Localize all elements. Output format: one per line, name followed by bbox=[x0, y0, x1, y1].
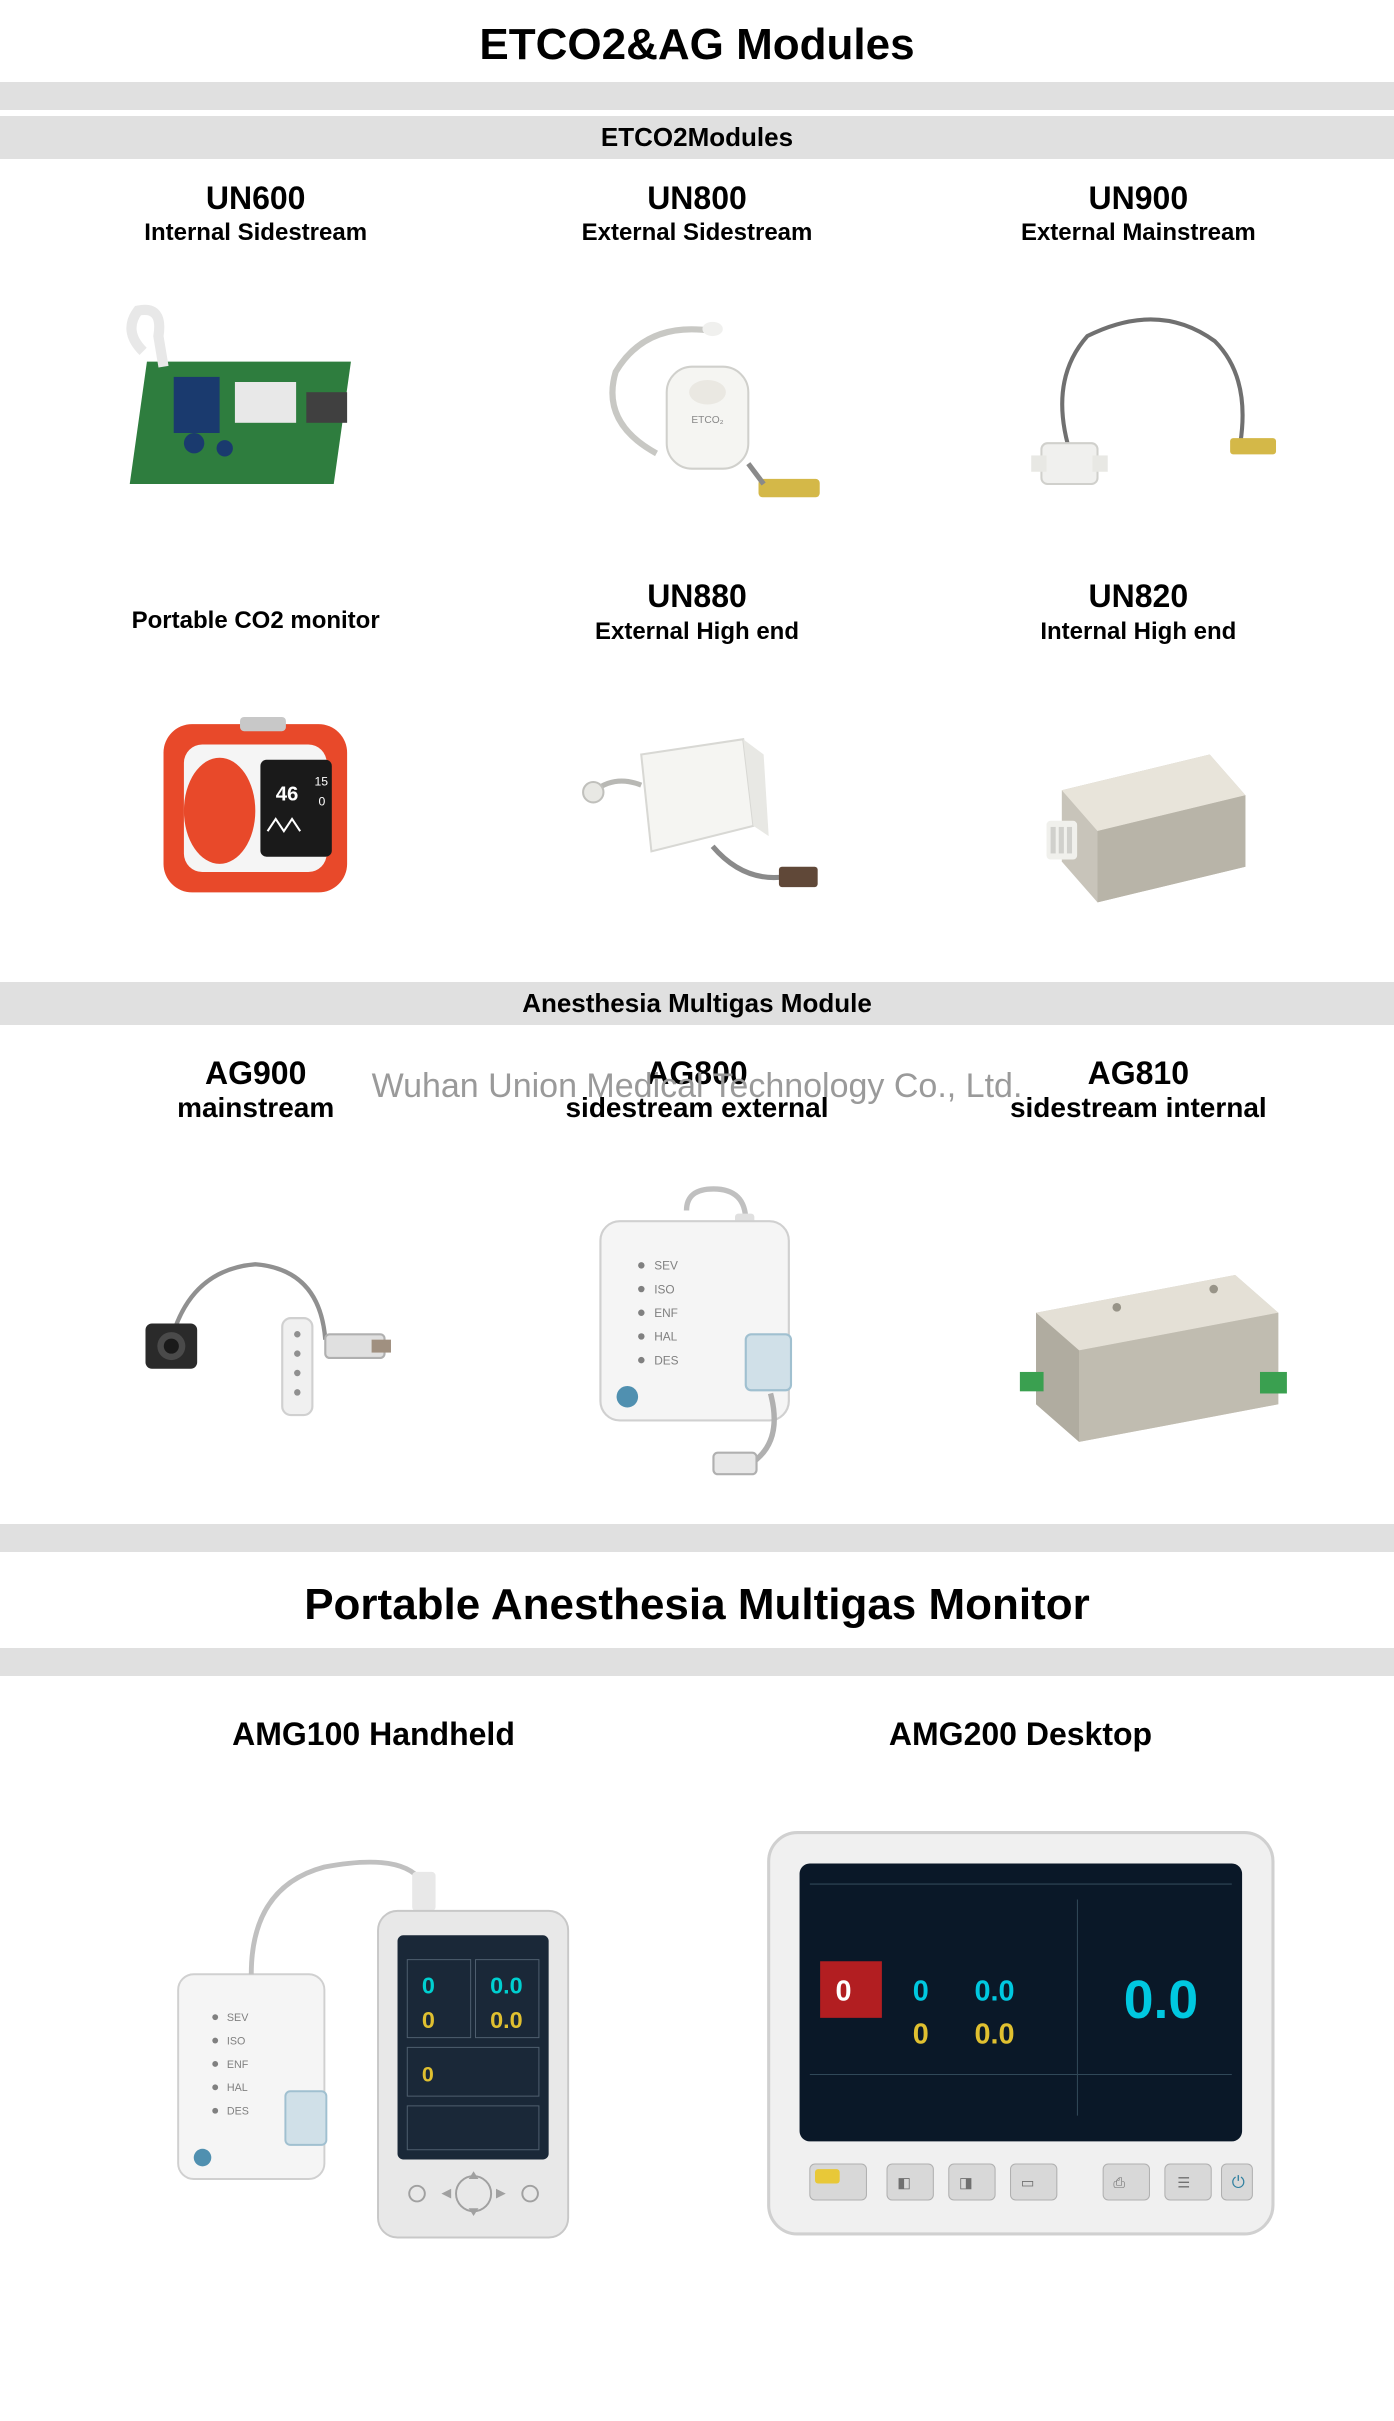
product-subtitle: External Sidestream bbox=[481, 219, 912, 247]
product-model: UN800 bbox=[481, 179, 912, 217]
svg-text:◨: ◨ bbox=[959, 2175, 973, 2191]
product-model: AG900 bbox=[40, 1055, 471, 1092]
svg-text:0.0: 0.0 bbox=[974, 1975, 1014, 2007]
svg-text:☰: ☰ bbox=[1177, 2175, 1190, 2191]
svg-text:DES: DES bbox=[654, 1354, 678, 1368]
svg-text:0.0: 0.0 bbox=[490, 2007, 523, 2033]
svg-text:DES: DES bbox=[227, 2105, 249, 2117]
product-cell: UN600 Internal Sidestream bbox=[40, 179, 471, 557]
anesthesia-section-label: Anesthesia Multigas Module bbox=[0, 982, 1394, 1025]
product-cell: AG810 sidestream internal bbox=[923, 1055, 1354, 1124]
svg-text:SEV: SEV bbox=[654, 1259, 678, 1273]
product-image: SEV ISO ENF HAL DES bbox=[481, 1134, 912, 1514]
etco2-row-2: Portable CO2 monitor 46 15 0 UN880 Exter… bbox=[0, 577, 1394, 975]
svg-text:0.0: 0.0 bbox=[974, 2018, 1014, 2050]
svg-text:◧: ◧ bbox=[897, 2175, 911, 2191]
svg-text:0: 0 bbox=[912, 1975, 928, 2007]
svg-text:⎙: ⎙ bbox=[1113, 2175, 1125, 2191]
product-image bbox=[923, 1134, 1354, 1514]
product-model: UN600 bbox=[40, 179, 471, 217]
product-image: SEV ISO ENF HAL DES 0 0 bbox=[60, 1763, 687, 2283]
svg-text:HAL: HAL bbox=[654, 1330, 677, 1344]
svg-text:ISO: ISO bbox=[227, 2035, 245, 2047]
product-title: AMG100 Handheld bbox=[60, 1716, 687, 1753]
product-model: UN820 bbox=[923, 577, 1354, 615]
product-image: 0 0 0.0 0 0.0 0.0 ⏻ ◧ ◨ ▭ bbox=[707, 1763, 1334, 2283]
svg-text:0: 0 bbox=[422, 1973, 435, 1999]
product-model: AG800 bbox=[481, 1055, 912, 1092]
product-model: UN900 bbox=[923, 179, 1354, 217]
svg-text:0: 0 bbox=[912, 2018, 928, 2050]
product-subtitle: sidestream external bbox=[481, 1092, 912, 1124]
svg-text:ENF: ENF bbox=[227, 2059, 249, 2071]
product-subtitle: sidestream internal bbox=[923, 1092, 1354, 1124]
product-image bbox=[481, 656, 912, 956]
product-subtitle: External High end bbox=[481, 618, 912, 646]
product-cell: UN900 External Mainstream bbox=[923, 179, 1354, 557]
product-cell: AMG100 Handheld SEV ISO ENF HAL DES bbox=[60, 1716, 687, 2283]
product-subtitle: mainstream bbox=[40, 1092, 471, 1124]
etco2-row-1: UN600 Internal Sidestream UN800 External… bbox=[0, 159, 1394, 577]
svg-text:15: 15 bbox=[315, 774, 329, 788]
product-image bbox=[40, 257, 471, 557]
svg-text:⏻: ⏻ bbox=[1231, 2173, 1244, 2191]
svg-text:▭: ▭ bbox=[1020, 2175, 1034, 2191]
product-image: ETCO₂ bbox=[481, 257, 912, 557]
svg-text:HAL: HAL bbox=[227, 2082, 248, 2094]
product-image bbox=[40, 1134, 471, 1514]
divider-bar bbox=[0, 1648, 1394, 1676]
product-cell: AG800 sidestream external bbox=[481, 1055, 912, 1124]
svg-text:ISO: ISO bbox=[654, 1283, 674, 1297]
product-cell: UN880 External High end bbox=[481, 577, 912, 955]
svg-text:0: 0 bbox=[422, 2062, 434, 2086]
svg-text:SEV: SEV bbox=[227, 2012, 249, 2024]
etco2-section-label: ETCO2Modules bbox=[0, 116, 1394, 159]
product-cell: Portable CO2 monitor 46 15 0 bbox=[40, 577, 471, 955]
product-subtitle: External Mainstream bbox=[923, 219, 1354, 247]
product-cell: UN820 Internal High end bbox=[923, 577, 1354, 955]
svg-text:ETCO₂: ETCO₂ bbox=[691, 415, 723, 426]
product-subtitle: Internal Sidestream bbox=[40, 219, 471, 247]
svg-text:0: 0 bbox=[835, 1975, 851, 2007]
title-underline-bar bbox=[0, 82, 1394, 110]
product-subtitle: Portable CO2 monitor bbox=[40, 607, 471, 635]
svg-text:0.0: 0.0 bbox=[1123, 1971, 1197, 2030]
product-cell: AG900 mainstream bbox=[40, 1055, 471, 1124]
product-model: AG810 bbox=[923, 1055, 1354, 1092]
product-image: 46 15 0 bbox=[40, 645, 471, 945]
svg-text:0: 0 bbox=[422, 2007, 435, 2033]
svg-text:46: 46 bbox=[276, 783, 299, 805]
svg-text:0: 0 bbox=[319, 795, 326, 809]
product-cell: UN800 External Sidestream ETCO₂ bbox=[481, 179, 912, 557]
product-title: AMG200 Desktop bbox=[707, 1716, 1334, 1753]
divider-bar bbox=[0, 1524, 1394, 1552]
product-image bbox=[923, 656, 1354, 956]
portable-section-title: Portable Anesthesia Multigas Monitor bbox=[0, 1552, 1394, 1648]
portable-row: AMG100 Handheld SEV ISO ENF HAL DES bbox=[0, 1676, 1394, 2343]
ag-row: AG900 mainstream AG800 sidestream extern… bbox=[0, 1025, 1394, 1524]
product-model: UN880 bbox=[481, 577, 912, 615]
svg-text:ENF: ENF bbox=[654, 1306, 678, 1320]
main-title: ETCO2&AG Modules bbox=[0, 0, 1394, 82]
product-image bbox=[923, 257, 1354, 557]
svg-text:0.0: 0.0 bbox=[490, 1973, 523, 1999]
product-subtitle: Internal High end bbox=[923, 618, 1354, 646]
product-cell: AMG200 Desktop 0 0 0.0 0 0.0 0.0 bbox=[707, 1716, 1334, 2283]
